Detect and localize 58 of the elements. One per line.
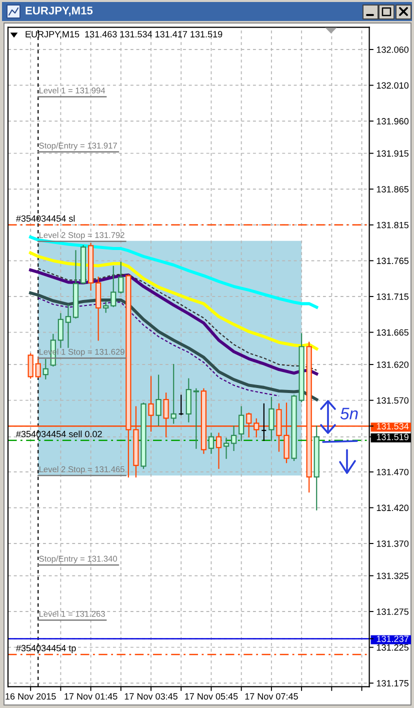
y-tick-label: 131.420 — [376, 504, 409, 512]
y-tick-label: 131.570 — [376, 397, 409, 404]
candlestick — [208, 432, 214, 454]
x-tick-label: 17 Nov 07:45 — [245, 693, 298, 700]
ref-line-label: #354034454 sl — [16, 215, 75, 222]
candlestick — [216, 432, 222, 469]
candlestick — [65, 304, 72, 348]
candlestick — [261, 403, 267, 441]
y-tick-label: 132.060 — [376, 46, 409, 53]
x-tick-label: 16 Nov 2015 — [6, 693, 56, 700]
chart-subtitle: EURJPY,M15 131.463 131.534 131.417 131.519 — [26, 31, 222, 38]
y-tick-label: 131.175 — [376, 680, 408, 686]
annotation: Stop/Entry = 131.340 — [39, 556, 118, 564]
candlestick — [42, 358, 48, 380]
annotation: Stop/Entry = 131.917 — [39, 142, 117, 150]
y-tick-label: 131.237 — [376, 636, 408, 642]
y-tick-label: 131.534 — [376, 423, 409, 430]
candlestick — [110, 266, 116, 308]
y-tick-label: 131.865 — [376, 186, 408, 192]
y-tick-label: 131.470 — [376, 468, 409, 476]
candlestick — [193, 388, 199, 449]
candlestick — [238, 406, 244, 441]
y-tick-label: 131.519 — [376, 434, 408, 440]
y-tick-label: 131.275 — [376, 608, 408, 615]
annotation: 5n — [340, 408, 358, 420]
ref-line-label: #354034454 tp — [16, 644, 76, 654]
candlestick — [178, 394, 184, 416]
candlestick — [156, 374, 162, 426]
y-tick-label: 131.665 — [376, 329, 408, 336]
candlestick — [28, 353, 34, 379]
line-series — [29, 251, 318, 350]
y-tick-label: 131.325 — [376, 572, 408, 580]
annotation: Level 2 Stop = 131.792 — [39, 232, 124, 240]
candlestick — [223, 438, 230, 459]
candlestick — [170, 364, 176, 424]
y-tick-label: 131.815 — [376, 222, 408, 228]
y-tick-label: 131.915 — [376, 150, 408, 157]
candlestick — [58, 313, 64, 348]
candlestick — [231, 426, 237, 451]
y-tick-label: 132.010 — [376, 82, 409, 89]
x-tick-label: 17 Nov 03:45 — [124, 693, 178, 700]
x-tick-label: 17 Nov 01:45 — [64, 693, 118, 700]
ref-line-label: #354034454 sell 0.02 — [16, 430, 102, 438]
y-tick-label: 131.225 — [376, 644, 408, 651]
y-tick-label: 131.960 — [376, 118, 409, 124]
candlestick — [118, 262, 124, 294]
x-tick-label: 17 Nov 05:45 — [185, 693, 238, 700]
candlestick — [103, 302, 109, 313]
y-tick-label: 131.620 — [376, 361, 409, 368]
candlestick — [35, 356, 41, 378]
y-tick-label: 131.715 — [376, 293, 408, 300]
y-tick-label: 131.765 — [376, 258, 408, 264]
chart-title: EURJPY,M15 — [26, 6, 93, 16]
annotation: Level 2 Stop = 131.465 — [39, 466, 124, 474]
candlestick — [268, 396, 274, 441]
y-tick-label: 131.370 — [376, 540, 409, 547]
annotation: Level 1 = 131.263 — [39, 610, 105, 617]
annotation: Level 1 = 131.994 — [39, 87, 106, 94]
